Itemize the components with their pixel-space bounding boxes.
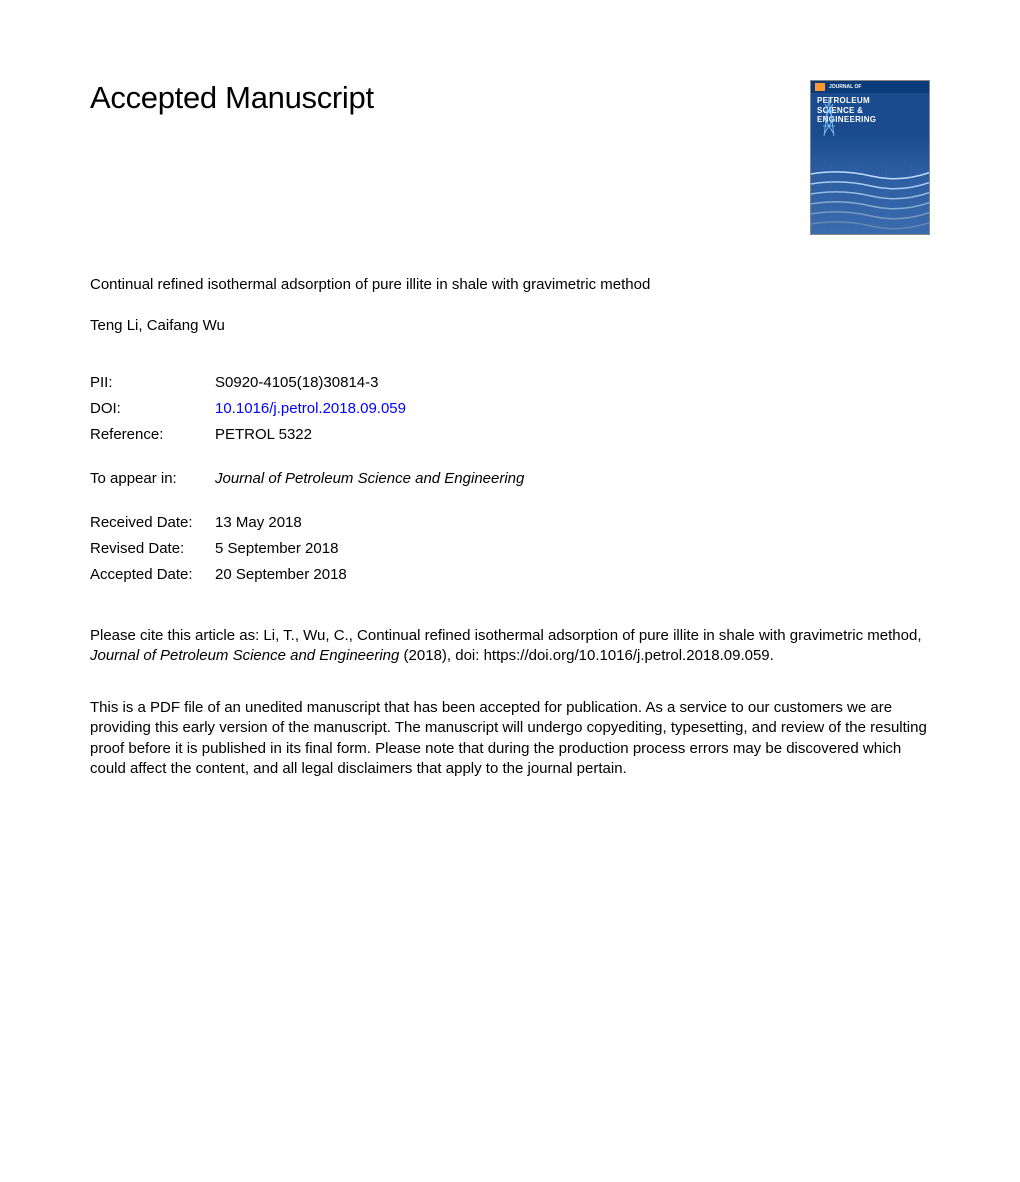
accepted-label: Accepted Date:: [90, 566, 215, 583]
cover-top-bar: JOURNAL OF: [811, 81, 929, 93]
pii-label: PII:: [90, 374, 215, 391]
cover-graphic: [811, 136, 929, 234]
reference-label: Reference:: [90, 426, 215, 443]
citation-journal: Journal of Petroleum Science and Enginee…: [90, 647, 399, 664]
spacer: [90, 452, 930, 470]
revised-label: Revised Date:: [90, 540, 215, 557]
article-title: Continual refined isothermal adsorption …: [90, 275, 930, 295]
elsevier-logo-icon: [815, 83, 825, 91]
received-label: Received Date:: [90, 514, 215, 531]
cover-journal-of: JOURNAL OF: [829, 84, 861, 90]
citation-prefix: Please cite this article as: Li, T., Wu,…: [90, 627, 922, 644]
meta-row-accepted: Accepted Date: 20 September 2018: [90, 566, 930, 583]
header-row: Accepted Manuscript JOURNAL OF PETROLEUM…: [90, 80, 930, 235]
reference-value: PETROL 5322: [215, 426, 312, 443]
citation-text: Please cite this article as: Li, T., Wu,…: [90, 626, 930, 667]
spacer: [90, 608, 930, 626]
appear-value: Journal of Petroleum Science and Enginee…: [215, 470, 524, 487]
citation-suffix: (2018), doi: https://doi.org/10.1016/j.p…: [399, 647, 773, 664]
appear-label: To appear in:: [90, 470, 215, 487]
pii-value: S0920-4105(18)30814-3: [215, 374, 378, 391]
meta-row-reference: Reference: PETROL 5322: [90, 426, 930, 443]
meta-row-doi: DOI: 10.1016/j.petrol.2018.09.059: [90, 400, 930, 417]
doi-label: DOI:: [90, 400, 215, 417]
page-heading: Accepted Manuscript: [90, 80, 374, 116]
received-value: 13 May 2018: [215, 514, 302, 531]
meta-row-revised: Revised Date: 5 September 2018: [90, 540, 930, 557]
spacer: [90, 496, 930, 514]
authors: Teng Li, Caifang Wu: [90, 317, 930, 334]
meta-row-appear: To appear in: Journal of Petroleum Scien…: [90, 470, 930, 487]
meta-row-pii: PII: S0920-4105(18)30814-3: [90, 374, 930, 391]
doi-link[interactable]: 10.1016/j.petrol.2018.09.059: [215, 400, 406, 417]
revised-value: 5 September 2018: [215, 540, 338, 557]
accepted-value: 20 September 2018: [215, 566, 347, 583]
cover-strata-layers: [811, 164, 929, 234]
journal-cover-thumbnail: JOURNAL OF PETROLEUM SCIENCE & ENGINEERI…: [810, 80, 930, 235]
metadata-table: PII: S0920-4105(18)30814-3 DOI: 10.1016/…: [90, 374, 930, 583]
meta-row-received: Received Date: 13 May 2018: [90, 514, 930, 531]
disclaimer-text: This is a PDF file of an unedited manusc…: [90, 698, 930, 779]
